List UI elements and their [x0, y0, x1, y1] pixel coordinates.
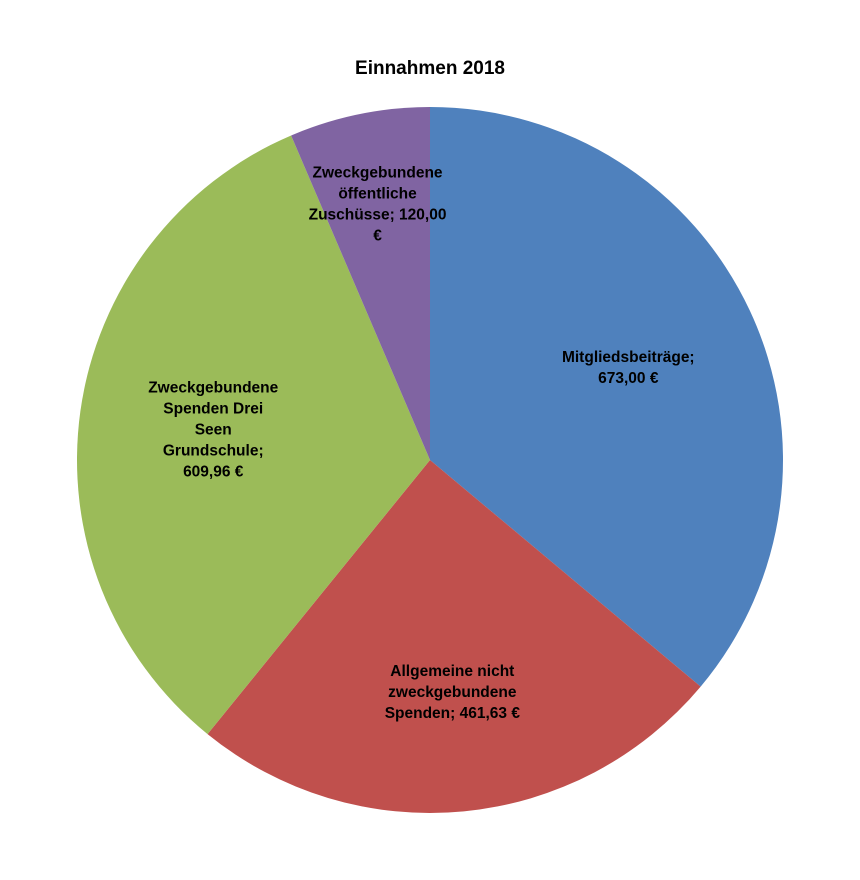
slice-label-line: Zuschüsse; 120,00 — [309, 207, 447, 224]
slice-label-line: 609,96 € — [183, 464, 244, 481]
slice-label: Mitgliedsbeiträge; 673,00 € — [562, 349, 695, 387]
slice-label-line: 673,00 € — [598, 370, 659, 387]
chart-title: Einnahmen 2018 — [355, 58, 505, 79]
slice-label-line: zweckgebundene — [388, 684, 517, 701]
slice-label: Zweckgebundene Spenden Drei Seen Grundschul… — [148, 380, 278, 481]
slice-label-line: Seen — [195, 422, 232, 439]
slice-label-line: Spenden; 461,63 € — [385, 705, 521, 722]
pie-slice — [76, 135, 430, 735]
slice-label: Allgemeine nicht zweckgebundene Spenden; 4… — [385, 663, 521, 722]
slice-label: Zweckgebundene öffentliche Zuschüsse; 120,… — [309, 165, 447, 245]
slice-label-line: Mitgliedsbeiträge; — [562, 349, 695, 366]
pie-slice — [430, 107, 783, 687]
pie-slice — [291, 107, 430, 460]
pie-labels: Mitgliedsbeiträge; 673,00 € Allgemeine nic… — [148, 165, 694, 722]
slice-label-line: Grundschule; — [163, 443, 264, 460]
slice-label-line: Spenden Drei — [163, 401, 263, 418]
slice-label-line: Zweckgebundene — [148, 380, 278, 397]
slice-label-line: € — [373, 228, 382, 245]
slice-label-line: Zweckgebundene — [313, 165, 443, 182]
slice-label-line: öffentliche — [338, 186, 417, 203]
pie-slice — [207, 460, 701, 813]
pie-slices — [76, 107, 783, 813]
slice-label-line: Allgemeine nicht — [390, 663, 514, 680]
